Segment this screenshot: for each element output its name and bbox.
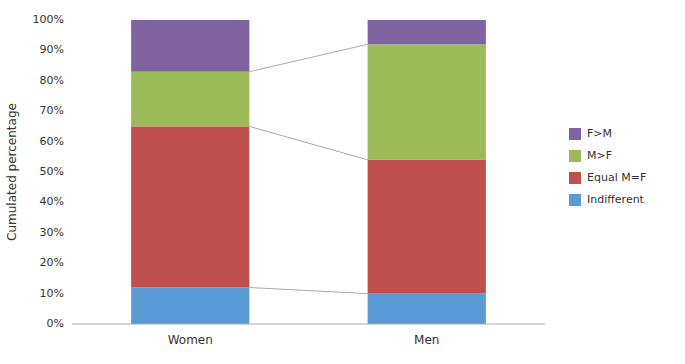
- chart-container: 0% 10% 20% 30% 40% 50% 60% 70% 80% 90% 100% Cumulat…: [0, 0, 685, 364]
- y-tick-label: 70%: [40, 104, 64, 117]
- x-tick-label: Men: [414, 333, 439, 347]
- connector-line: [249, 44, 367, 71]
- y-tick-label: 20%: [40, 256, 64, 269]
- legend-label: Equal M=F: [587, 171, 646, 184]
- legend-swatch: [569, 128, 581, 140]
- legend-label: M>F: [587, 149, 612, 162]
- legend: F>M M>F Equal M=F Indifferent: [569, 127, 646, 206]
- bar-segment: [131, 72, 249, 127]
- bars: [131, 20, 486, 324]
- bar-segment: [368, 160, 486, 294]
- x-tick-label: Women: [168, 333, 213, 347]
- connector-line: [249, 288, 367, 294]
- bar-segment: [131, 20, 249, 72]
- legend-swatch: [569, 194, 581, 206]
- legend-label: F>M: [587, 127, 612, 140]
- y-tick-label: 50%: [40, 165, 64, 178]
- bar-segment: [368, 20, 486, 44]
- y-tick-label: 80%: [40, 74, 64, 87]
- bar-segment: [131, 288, 249, 324]
- chart: 0% 10% 20% 30% 40% 50% 60% 70% 80% 90% 100% Cumulat…: [0, 0, 685, 364]
- y-tick-label: 60%: [40, 135, 64, 148]
- x-axis-line: [72, 324, 545, 325]
- y-tick-label: 90%: [40, 43, 64, 56]
- y-axis-label: Cumulated percentage: [5, 103, 19, 241]
- legend-label: Indifferent: [587, 193, 645, 206]
- bar-segment: [368, 44, 486, 160]
- y-tick-label: 30%: [40, 226, 64, 239]
- x-axis: Women Men: [168, 333, 440, 347]
- y-tick-label: 100%: [33, 13, 64, 26]
- y-axis: 0% 10% 20% 30% 40% 50% 60% 70% 80% 90% 100%: [33, 13, 64, 330]
- y-tick-label: 40%: [40, 195, 64, 208]
- legend-swatch: [569, 172, 581, 184]
- bar-segment: [368, 294, 486, 324]
- connector-line: [249, 126, 367, 159]
- y-tick-label: 0%: [47, 317, 64, 330]
- bar-segment: [131, 126, 249, 287]
- y-tick-label: 10%: [40, 287, 64, 300]
- legend-swatch: [569, 150, 581, 162]
